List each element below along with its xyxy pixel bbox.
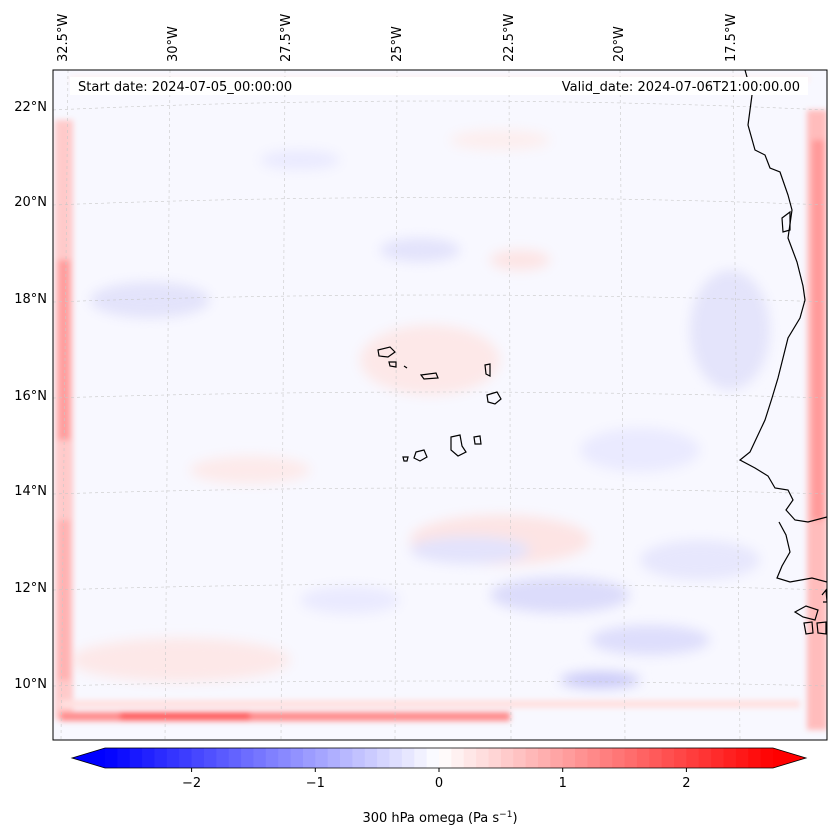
start-date-label: Start date: 2024-07-05_00:00:00 <box>78 80 292 95</box>
colorbar-cell <box>389 748 403 768</box>
colorbar-cell <box>748 748 762 768</box>
colorbar-cell <box>587 748 601 768</box>
colorbar-tick-label: 1 <box>559 776 567 791</box>
colorbar-cells <box>105 748 774 768</box>
colorbar-cell <box>414 748 428 768</box>
colorbar-cell <box>686 748 700 768</box>
lon-tick-label: 27.5°W <box>279 14 294 62</box>
colorbar-ticks: −2 −1 0 1 2 <box>182 768 691 791</box>
graticule <box>53 70 827 740</box>
colorbar-cell <box>723 748 737 768</box>
colorbar-cell <box>439 748 452 768</box>
colorbar-tick-label: 2 <box>682 776 690 791</box>
colorbar-cell <box>315 748 329 768</box>
colorbar-cell <box>575 748 589 768</box>
latitude-ticks: 22°N 20°N 18°N 16°N 14°N 12°N 10°N <box>14 100 47 692</box>
colorbar-cell <box>302 748 316 768</box>
colorbar-tick-label: 0 <box>435 776 443 791</box>
colorbar-cell <box>203 748 217 768</box>
colorbar-cell <box>265 748 279 768</box>
colorbar-cell <box>525 748 539 768</box>
colorbar-cell <box>612 748 626 768</box>
colorbar-cell <box>401 748 415 768</box>
colorbar-cell <box>698 748 712 768</box>
colorbar-tick-label: −2 <box>182 776 201 791</box>
colorbar-label: 300 hPa omega (Pa s−1) <box>362 810 517 826</box>
lat-tick-label: 10°N <box>14 677 47 692</box>
colorbar-cell <box>216 748 230 768</box>
colorbar-cell <box>624 748 638 768</box>
colorbar-cell <box>599 748 613 768</box>
colorbar: −2 −1 0 1 2 <box>70 747 808 791</box>
omega-field <box>53 70 827 740</box>
lat-tick-label: 20°N <box>14 195 47 210</box>
lon-tick-label: 17.5°W <box>724 14 739 62</box>
lat-tick-label: 14°N <box>14 484 47 499</box>
colorbar-cell <box>426 748 440 768</box>
colorbar-cell <box>649 748 663 768</box>
colorbar-cell <box>377 748 391 768</box>
colorbar-cell <box>711 748 725 768</box>
lat-tick-label: 18°N <box>14 292 47 307</box>
colorbar-cell <box>290 748 304 768</box>
colorbar-max-extend <box>773 748 806 768</box>
map-background <box>53 70 827 740</box>
colorbar-cell <box>340 748 354 768</box>
lon-tick-label: 22.5°W <box>502 14 517 62</box>
map-frame <box>52 69 828 741</box>
colorbar-cell <box>241 748 255 768</box>
colorbar-cell <box>562 748 576 768</box>
colorbar-cell <box>166 748 180 768</box>
colorbar-cell <box>451 748 465 768</box>
colorbar-cell <box>500 748 514 768</box>
colorbar-cell <box>105 748 118 768</box>
colorbar-cell <box>550 748 564 768</box>
colorbar-cell <box>674 748 688 768</box>
colorbar-cell <box>253 748 267 768</box>
colorbar-cell <box>228 748 242 768</box>
african-coastline <box>738 70 827 635</box>
lat-tick-label: 12°N <box>14 581 47 596</box>
lat-tick-label: 22°N <box>14 100 47 115</box>
colorbar-cell <box>191 748 205 768</box>
lon-tick-label: 30°W <box>166 26 181 62</box>
colorbar-cell <box>636 748 650 768</box>
colorbar-min-extend <box>72 748 105 768</box>
colorbar-tick-label: −1 <box>306 776 325 791</box>
colorbar-cell <box>129 748 143 768</box>
colorbar-cell <box>117 748 131 768</box>
colorbar-cell <box>760 748 774 768</box>
lat-tick-label: 16°N <box>14 389 47 404</box>
cape-verde-islands <box>377 346 502 462</box>
colorbar-cell <box>154 748 168 768</box>
date-label-band <box>70 77 808 95</box>
colorbar-cell <box>488 748 502 768</box>
colorbar-outline <box>70 747 808 769</box>
colorbar-cell <box>735 748 749 768</box>
colorbar-cell <box>661 748 675 768</box>
omega-anomalies <box>70 130 770 688</box>
colorbar-cell <box>142 748 156 768</box>
longitude-ticks: 32.5°W 30°W 27.5°W 25°W 22.5°W 20°W 17.5… <box>56 14 739 62</box>
colorbar-cell <box>352 748 366 768</box>
colorbar-cell <box>327 748 341 768</box>
colorbar-cell <box>463 748 477 768</box>
colorbar-cell <box>513 748 527 768</box>
valid-date-label: Valid_date: 2024-07-06T21:00:00.00 <box>562 80 800 95</box>
colorbar-cell <box>179 748 193 768</box>
colorbar-cell <box>476 748 490 768</box>
colorbar-cell <box>278 748 292 768</box>
lon-tick-label: 32.5°W <box>56 14 71 62</box>
lon-tick-label: 20°W <box>612 26 627 62</box>
colorbar-cell <box>364 748 378 768</box>
colorbar-cell <box>537 748 551 768</box>
lon-tick-label: 25°W <box>390 26 405 62</box>
